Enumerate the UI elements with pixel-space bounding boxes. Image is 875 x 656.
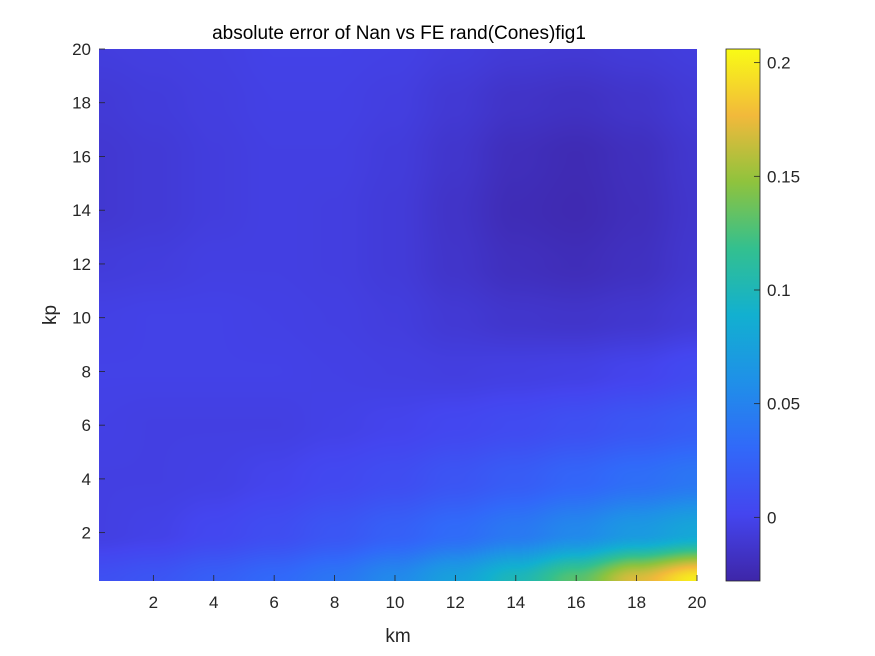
heatmap-surface — [99, 49, 697, 581]
y-axis: 2 4 6 8 10 12 14 16 18 20 — [72, 40, 105, 543]
y-axis-label: kp — [40, 305, 61, 325]
y-tick-label: 10 — [72, 309, 91, 328]
y-tick-label: 6 — [82, 416, 91, 435]
colorbar-tick-label: 0.2 — [767, 54, 791, 73]
y-tick-label: 14 — [72, 201, 91, 220]
x-tick-label: 8 — [330, 593, 339, 612]
plot-area — [99, 49, 697, 581]
colorbar-tick-label: 0.05 — [767, 395, 800, 414]
colorbar-tick-label: 0.15 — [767, 167, 800, 186]
y-tick-label: 12 — [72, 255, 91, 274]
chart-title: absolute error of Nan vs FE rand(Cones)f… — [212, 23, 586, 44]
y-tick-label: 18 — [72, 94, 91, 113]
x-axis-label: km — [385, 626, 410, 647]
colorbar: 0 0.05 0.1 0.15 0.2 — [725, 48, 800, 582]
y-tick-label: 8 — [82, 362, 91, 381]
colorbar-tick-label: 0 — [767, 508, 776, 527]
y-tick-label: 20 — [72, 40, 91, 59]
x-tick-label: 12 — [446, 593, 465, 612]
x-tick-label: 4 — [209, 593, 218, 612]
x-axis: 2 4 6 8 10 12 14 16 18 20 — [149, 575, 707, 612]
x-tick-label: 16 — [567, 593, 586, 612]
x-tick-label: 2 — [149, 593, 158, 612]
x-tick-label: 20 — [688, 593, 707, 612]
colorbar-gradient — [725, 48, 761, 582]
x-tick-label: 18 — [627, 593, 646, 612]
y-tick-label: 4 — [82, 470, 91, 489]
y-tick-label: 16 — [72, 147, 91, 166]
x-tick-label: 14 — [506, 593, 525, 612]
x-tick-label: 6 — [269, 593, 278, 612]
y-tick-label: 2 — [82, 524, 91, 543]
colorbar-ticks: 0 0.05 0.1 0.15 0.2 — [754, 54, 800, 527]
colorbar-tick-label: 0.1 — [767, 281, 791, 300]
x-tick-label: 10 — [386, 593, 405, 612]
